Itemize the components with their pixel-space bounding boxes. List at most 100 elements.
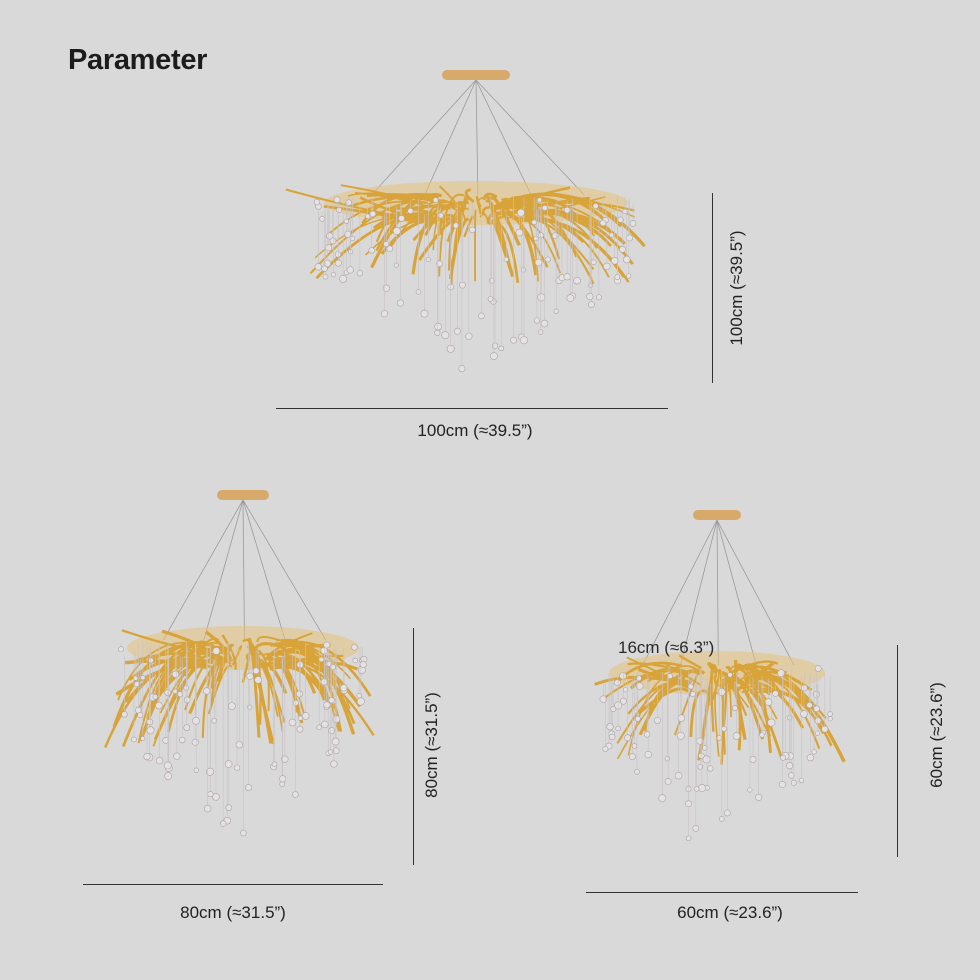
suspension-wire — [716, 519, 757, 666]
crystal-drop — [800, 710, 808, 718]
crystal-drop — [233, 764, 241, 771]
crystal-drop — [368, 247, 375, 254]
suspension-wire — [203, 499, 244, 641]
crystal-drop — [319, 216, 325, 222]
crystal-drop — [653, 716, 661, 724]
gold-branch — [247, 637, 261, 738]
gold-branch — [600, 669, 681, 702]
crystal-drop — [345, 199, 352, 206]
crystal-drop — [827, 711, 833, 717]
width-dimension-line-100 — [276, 408, 668, 409]
crystal-drop — [538, 232, 544, 239]
crystal-drop — [380, 310, 389, 318]
gold-branch — [711, 667, 718, 675]
suspension-wire — [162, 499, 244, 641]
crystal-drop — [586, 292, 594, 301]
crystal-drop — [140, 736, 146, 742]
crystal-drop — [777, 669, 785, 677]
crystal-drop — [318, 656, 325, 663]
gold-branch — [155, 664, 213, 701]
crystal-drop — [393, 262, 399, 268]
crystal-drop — [478, 312, 485, 320]
crystal-drop — [780, 754, 787, 761]
chandelier-80cm-image — [104, 490, 375, 837]
crystal-drop — [538, 329, 544, 335]
crystal-drop — [610, 256, 619, 265]
crystal-drop — [118, 646, 124, 653]
suspension-wire — [716, 519, 795, 666]
crystal-drop — [622, 686, 629, 693]
gold-branch — [221, 634, 237, 670]
crystal-drop — [622, 255, 631, 264]
width-label-100: 100cm (≈39.5”) — [417, 421, 533, 440]
crystal-drop — [212, 793, 220, 801]
suspension-wire — [475, 79, 585, 196]
crystal-drop — [667, 673, 673, 680]
crystal-drop — [544, 256, 551, 263]
crystal-drop — [459, 281, 466, 289]
suspension-wire — [242, 499, 326, 641]
gold-branch — [285, 188, 420, 222]
crystal-drop — [573, 277, 581, 285]
crystal-drop — [301, 712, 310, 720]
canopy — [442, 70, 510, 80]
gold-branch — [448, 206, 466, 271]
crystal-drop — [510, 336, 518, 344]
gold-branch — [717, 684, 725, 765]
crystal-drop — [592, 203, 599, 210]
gold-branch — [719, 671, 735, 681]
gold-branch — [735, 666, 785, 699]
gold-branch — [742, 660, 779, 669]
crystal-drop — [203, 804, 212, 813]
crystal-drop — [563, 206, 571, 214]
crystal-drop — [322, 273, 329, 280]
crystal-drop — [183, 724, 191, 731]
crystal-drop — [588, 282, 594, 288]
crystal-drop — [350, 235, 356, 242]
crystal-drop — [219, 820, 227, 827]
crystal-drop — [469, 226, 476, 234]
crystal-drop — [334, 259, 342, 267]
crystal-drop — [674, 771, 683, 780]
crystal-drop — [533, 317, 541, 324]
gold-branch — [526, 196, 606, 217]
crystal-drop — [193, 767, 199, 773]
gold-branch — [275, 642, 340, 732]
crystal-drop — [677, 714, 686, 722]
height-label-80: 80cm (≈31.5”) — [422, 692, 441, 798]
crystal-drop — [658, 794, 667, 803]
crystal-drop — [610, 706, 617, 713]
gold-branch — [254, 641, 287, 651]
crystal-drop — [323, 701, 331, 709]
crystal-drop — [235, 741, 244, 749]
gold-branch — [521, 193, 623, 228]
crystal-drop — [365, 213, 371, 219]
crystal-drop — [356, 697, 365, 706]
crystal-drop — [254, 676, 262, 684]
crystal-drop — [465, 332, 473, 340]
gold-branch — [274, 664, 332, 708]
suspension-wire — [716, 519, 719, 666]
crystal-drop — [183, 696, 191, 704]
crystal-drop — [316, 724, 322, 731]
gold-branch — [741, 687, 804, 704]
crystal-drop — [687, 683, 694, 690]
gold-branch — [372, 204, 448, 230]
crystal-drop — [813, 705, 820, 712]
crystal-drop — [614, 274, 621, 281]
crystal-drop — [148, 657, 154, 664]
suspension-wire — [424, 79, 477, 196]
gold-branch — [637, 687, 690, 715]
crystal-drop — [281, 755, 289, 763]
crystal-drop — [172, 688, 178, 694]
crystal-drop — [171, 670, 180, 678]
crystal-drop — [635, 675, 642, 682]
crystal-drop — [634, 715, 641, 722]
crystal-drop — [344, 230, 352, 238]
crystal-drop — [446, 344, 455, 353]
crystal-drop — [351, 644, 358, 651]
crystal-drop — [599, 219, 607, 227]
gold-branch — [264, 661, 299, 713]
crystal-drop — [767, 718, 776, 727]
gold-branch — [755, 676, 821, 750]
